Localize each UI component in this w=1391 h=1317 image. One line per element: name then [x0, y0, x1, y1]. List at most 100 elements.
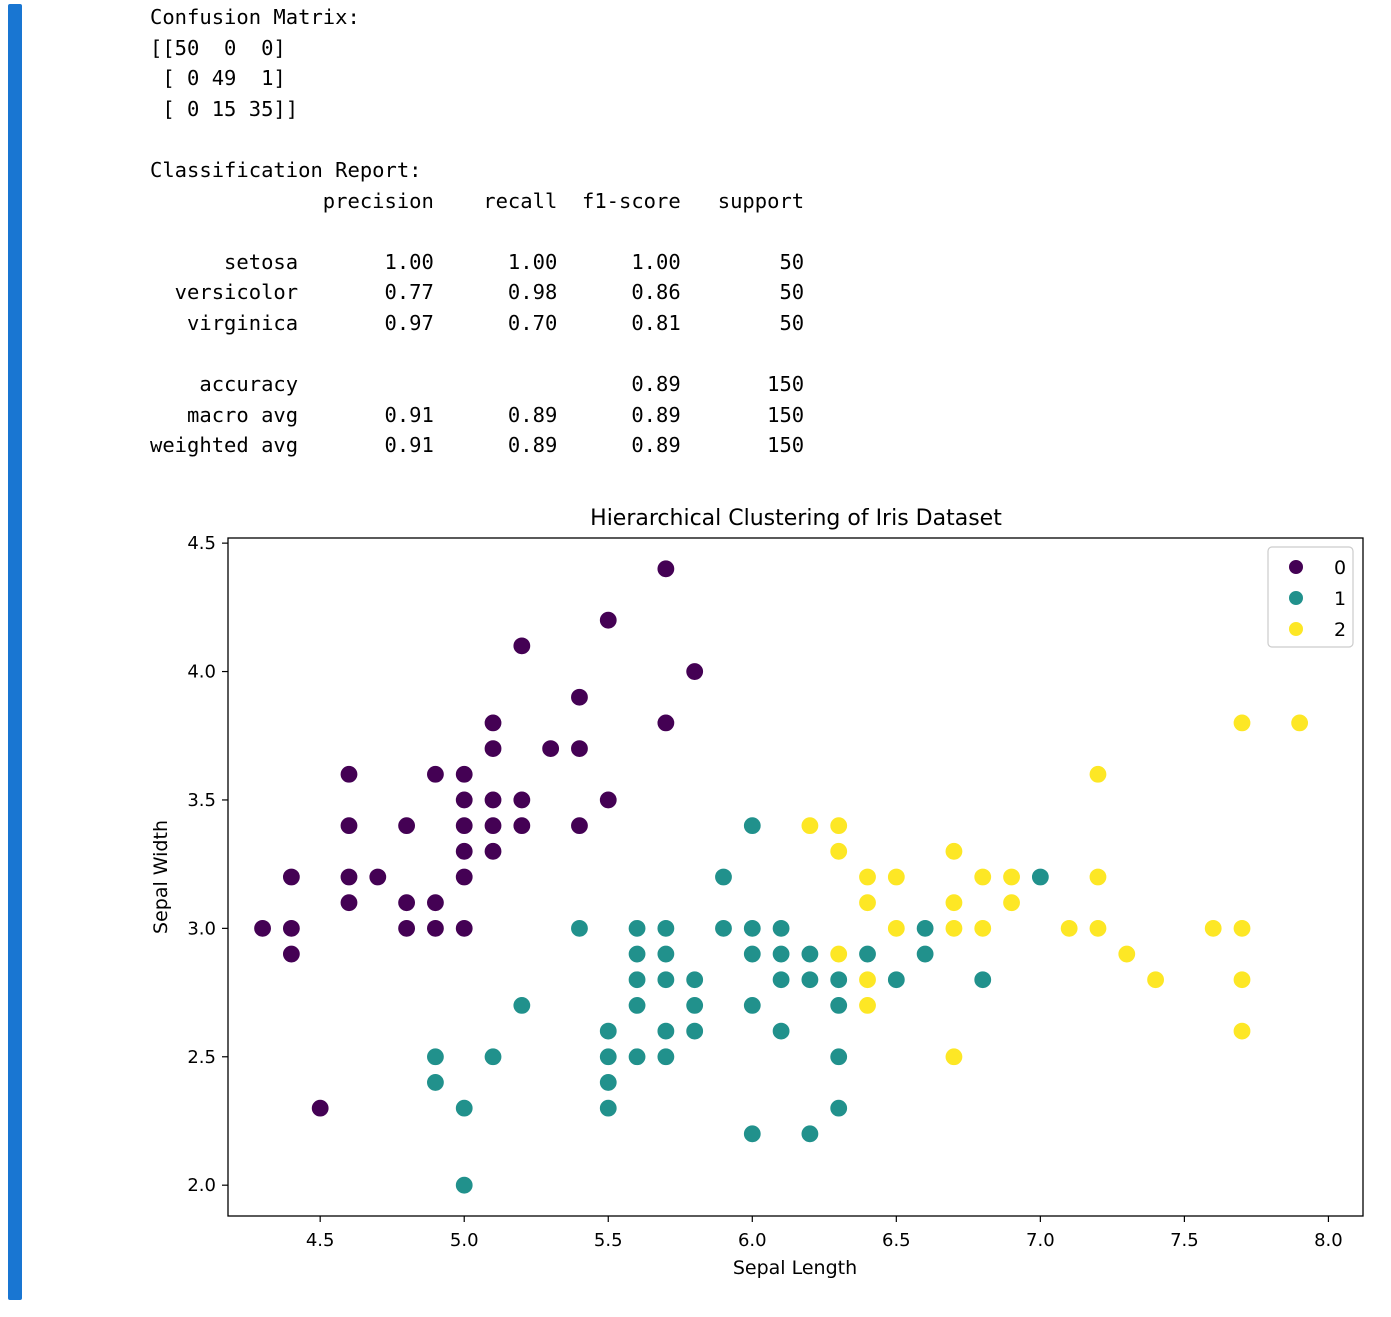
data-point-cluster-1 [886, 970, 906, 990]
data-point-cluster-0 [685, 661, 705, 682]
report-row: versicolor 0.77 0.98 0.86 50 [150, 280, 805, 305]
data-point-cluster-2 [1203, 918, 1223, 938]
scatter-chart: Hierarchical Clustering of Iris Dataset … [150, 506, 1364, 1279]
matrix-row: [[50 0 0] [150, 35, 286, 60]
data-point-cluster-2 [829, 841, 849, 861]
legend-marker-2 [1288, 621, 1304, 637]
data-point-cluster-1 [800, 944, 820, 964]
data-point-cluster-1 [973, 970, 993, 990]
data-point-cluster-0 [425, 764, 446, 784]
data-point-cluster-1 [713, 867, 734, 887]
data-point-cluster-2 [1290, 713, 1310, 733]
data-point-cluster-2 [857, 995, 878, 1016]
data-point-cluster-2 [1145, 970, 1166, 990]
data-point-cluster-1 [598, 1021, 618, 1041]
cell-focus-bar[interactable] [8, 4, 22, 1300]
legend: 0 1 2 [1267, 546, 1354, 648]
data-point-cluster-0 [397, 893, 417, 913]
x-tick-label: 4.5 [306, 1230, 335, 1251]
data-point-cluster-1 [627, 970, 647, 990]
data-point-cluster-0 [454, 816, 474, 836]
report-row: setosa 1.00 1.00 1.00 50 [150, 249, 805, 274]
y-tick-label: 3.5 [187, 790, 216, 811]
data-point-cluster-0 [454, 790, 474, 810]
data-point-cluster-0 [569, 738, 590, 759]
data-point-cluster-1 [627, 995, 647, 1016]
data-point-cluster-1 [829, 995, 849, 1016]
data-point-cluster-1 [742, 995, 762, 1016]
data-point-cluster-2 [1232, 713, 1252, 733]
data-point-cluster-0 [454, 764, 474, 784]
x-tick-label: 5.0 [450, 1230, 479, 1251]
data-point-cluster-2 [800, 816, 820, 836]
legend-box [1267, 546, 1354, 648]
data-point-cluster-1 [656, 1047, 676, 1067]
data-point-cluster-1 [685, 1021, 705, 1041]
data-point-cluster-1 [800, 970, 820, 990]
data-point-cluster-0 [483, 790, 503, 810]
data-point-cluster-1 [685, 995, 705, 1016]
report-row: virginica 0.97 0.70 0.81 50 [150, 310, 805, 335]
data-point-cluster-1 [627, 1047, 647, 1067]
data-point-cluster-1 [598, 1047, 618, 1067]
data-point-cluster-1 [569, 918, 590, 938]
data-point-cluster-0 [483, 816, 503, 836]
data-point-cluster-1 [627, 918, 647, 938]
legend-label: 2 [1334, 619, 1346, 641]
data-point-cluster-1 [598, 1072, 618, 1093]
data-point-cluster-2 [1088, 867, 1108, 887]
data-point-cluster-2 [829, 816, 849, 836]
data-point-cluster-2 [944, 893, 964, 913]
data-point-cluster-0 [339, 867, 359, 887]
x-tick-label: 7.0 [1026, 1230, 1055, 1251]
data-point-cluster-2 [1088, 764, 1108, 784]
data-point-cluster-1 [454, 1175, 474, 1195]
data-point-cluster-0 [598, 790, 618, 810]
data-point-cluster-2 [944, 918, 964, 938]
data-point-cluster-2 [944, 1047, 964, 1067]
data-point-cluster-2 [1088, 918, 1108, 938]
data-point-cluster-0 [512, 816, 532, 836]
plot-frame [227, 537, 1364, 1217]
data-point-cluster-0 [454, 918, 474, 938]
x-tick-label: 5.5 [594, 1230, 623, 1251]
data-point-cluster-1 [656, 1021, 676, 1041]
data-point-cluster-0 [425, 893, 446, 913]
cell-output-text: Confusion Matrix: [[50 0 0] [ 0 49 1] [ … [150, 2, 804, 461]
x-axis-label: Sepal Length [733, 1257, 857, 1279]
data-point-cluster-2 [857, 970, 878, 990]
data-point-cluster-1 [425, 1047, 446, 1067]
y-tick-label: 2.0 [187, 1175, 216, 1196]
data-point-cluster-2 [886, 867, 906, 887]
data-point-cluster-1 [656, 918, 676, 938]
data-point-cluster-1 [915, 918, 935, 938]
data-point-cluster-0 [339, 893, 359, 913]
summary-row: macro avg 0.91 0.89 0.89 150 [150, 402, 805, 427]
data-point-cluster-1 [512, 995, 532, 1016]
confusion-matrix-title: Confusion Matrix: [150, 5, 360, 29]
data-point-cluster-1 [656, 944, 676, 964]
data-point-cluster-2 [857, 893, 878, 913]
x-tick-label: 8.0 [1314, 1230, 1343, 1251]
data-point-cluster-2 [886, 918, 906, 938]
data-point-cluster-0 [598, 610, 618, 630]
data-point-cluster-1 [454, 1098, 474, 1118]
data-point-cluster-0 [310, 1098, 330, 1118]
data-point-cluster-0 [656, 559, 676, 579]
data-point-cluster-0 [512, 636, 532, 656]
data-point-cluster-1 [915, 944, 935, 964]
legend-marker-1 [1288, 590, 1304, 606]
data-point-cluster-2 [1001, 893, 1022, 913]
report-header: precision recall f1-score support [150, 188, 805, 213]
data-point-cluster-2 [857, 867, 878, 887]
data-point-cluster-1 [742, 944, 762, 964]
data-point-cluster-0 [397, 816, 417, 836]
x-axis: 4.5 5.0 5.5 6.0 6.5 7.0 7.5 8.0 [306, 1216, 1343, 1251]
legend-label: 0 [1334, 557, 1346, 579]
y-tick-label: 2.5 [187, 1047, 216, 1068]
data-point-cluster-1 [713, 918, 734, 938]
data-point-cluster-0 [252, 918, 273, 938]
data-point-cluster-2 [1117, 944, 1137, 964]
y-tick-label: 3.0 [187, 918, 216, 939]
data-point-cluster-1 [771, 918, 791, 938]
